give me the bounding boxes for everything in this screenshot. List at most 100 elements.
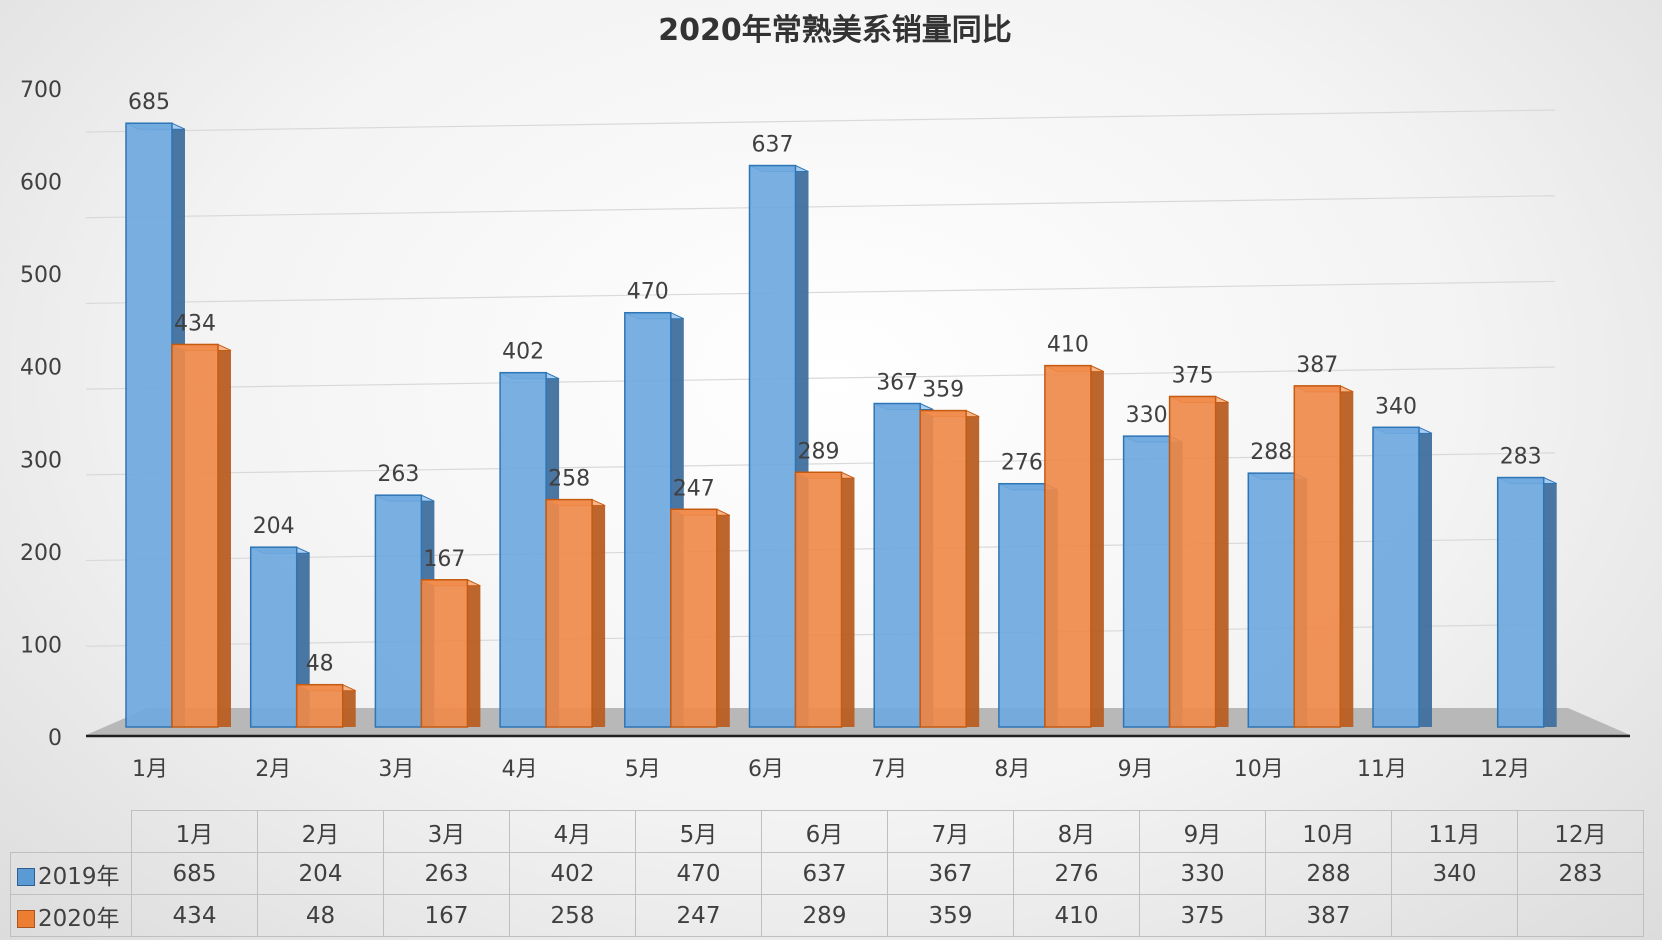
y-tick-label: 400 (20, 356, 62, 381)
bar-front (125, 122, 173, 728)
bar-2020年-4月 (545, 498, 606, 728)
x-tick-label: 2月 (255, 757, 291, 782)
data-table-cell: 48 (257, 894, 384, 937)
bar-front (1122, 435, 1171, 728)
bar-front (624, 311, 672, 728)
bar-side (1215, 396, 1229, 727)
bar-2020年-3月 (420, 579, 481, 728)
bar-front (1496, 476, 1545, 728)
x-tick-label: 12月 (1480, 757, 1530, 782)
series-name: 2019年 (38, 863, 120, 890)
bar-2020年-8月 (1044, 364, 1105, 728)
data-table-cell: 367 (887, 852, 1014, 895)
y-tick-label: 200 (20, 541, 62, 566)
data-label: 276 (1001, 451, 1043, 476)
data-label: 330 (1126, 403, 1168, 428)
bar-front (1293, 385, 1342, 728)
data-table-cell: 283 (1517, 852, 1644, 895)
bar-front (1044, 364, 1092, 728)
gridline (85, 109, 1556, 133)
series-legend-2020: 2020年 (10, 894, 132, 937)
data-table-cell: 359 (887, 894, 1014, 937)
bar-2019年-12月 (1496, 476, 1557, 728)
bar-front (1247, 472, 1296, 728)
data-label: 48 (306, 652, 334, 677)
y-axis: 0 100 200 300 400 500 600 700 (20, 78, 62, 751)
y-tick-label: 700 (20, 78, 62, 103)
data-label: 340 (1375, 394, 1417, 419)
data-table-cell: 276 (1013, 852, 1140, 895)
data-table-header-cell: 9月 (1139, 810, 1266, 853)
bar-2019年-11月 (1372, 426, 1433, 728)
data-label: 410 (1047, 333, 1089, 358)
data-table-cell: 410 (1013, 894, 1140, 937)
data-table-header: 1月 2月 3月 4月 5月 6月 7月 8月 9月 10月 11月 12月 (11, 810, 1644, 853)
bar-2020年-5月 (670, 508, 731, 728)
data-label: 167 (423, 547, 465, 572)
data-table-header-cell: 11月 (1391, 810, 1518, 853)
data-label: 434 (174, 311, 216, 336)
legend-swatch-2020 (17, 910, 35, 928)
bar-side (592, 499, 606, 727)
data-label: 283 (1500, 445, 1542, 470)
data-label: 387 (1296, 353, 1338, 378)
bar-front (748, 164, 797, 728)
data-table-cell: 387 (1265, 894, 1392, 937)
bar-front (295, 683, 344, 728)
data-table-header-cell: 8月 (1013, 810, 1140, 853)
bar-side (296, 547, 310, 727)
x-tick-label: 11月 (1357, 757, 1407, 782)
data-table-corner (11, 811, 132, 853)
data-table-cell: 263 (383, 852, 510, 895)
bar-front (1372, 426, 1420, 728)
data-table-cell: 402 (509, 852, 636, 895)
data-table-header-cell: 12月 (1517, 810, 1644, 853)
bar-front (919, 409, 967, 728)
data-table-cell: 167 (383, 894, 510, 937)
data-table-header-cell: 7月 (887, 810, 1014, 853)
x-tick-label: 5月 (625, 757, 661, 782)
data-label: 247 (673, 476, 715, 501)
y-tick-label: 100 (20, 633, 62, 658)
data-table-header-cell: 4月 (509, 810, 636, 853)
data-table-header-cell: 1月 (131, 810, 258, 853)
chart: 2020年常熟美系销量同比 0 100 200 300 400 500 600 700 685… (20, 13, 1630, 782)
x-tick-label: 6月 (748, 757, 784, 782)
data-table-cell: 470 (635, 852, 762, 895)
bar-side (1340, 385, 1354, 727)
data-table-cell: 288 (1265, 852, 1392, 895)
bar-front (873, 402, 921, 728)
legend-swatch-2019 (17, 868, 35, 886)
data-label: 258 (548, 467, 590, 492)
data-table-header-cell: 2月 (257, 810, 384, 853)
data-table-cell: 247 (635, 894, 762, 937)
x-tick-label: 4月 (502, 757, 538, 782)
data-table-row: 2019年 685 204 263 402 470 637 367 276 330 288 340 2… (10, 852, 1644, 895)
bar-front (374, 494, 423, 728)
bar-2020年-10月 (1293, 385, 1354, 728)
bar-front (420, 579, 469, 728)
data-table-header-cell: 10月 (1265, 810, 1392, 853)
bar-side (716, 509, 730, 727)
data-table-cell: 434 (131, 894, 258, 937)
bar-2020年-6月 (794, 471, 855, 728)
data-table-cell: 375 (1139, 894, 1266, 937)
bar-side (841, 472, 855, 727)
bar-front (545, 498, 593, 728)
bar-side (1419, 427, 1432, 727)
data-label: 359 (922, 378, 964, 403)
data-label: 685 (128, 90, 170, 115)
data-label: 289 (798, 439, 840, 464)
y-tick-label: 500 (20, 263, 62, 288)
data-label: 204 (253, 514, 295, 539)
bar-front (171, 343, 219, 728)
bar-2019年-2月 (249, 546, 310, 728)
y-tick-label: 600 (20, 171, 62, 196)
bar-front (249, 546, 298, 728)
x-axis: 1月 2月 3月 4月 5月 6月 7月 8月 9月 10月 11月 12月 (132, 757, 1530, 782)
bar-side (218, 344, 231, 727)
y-tick-label: 0 (48, 726, 62, 751)
bar-2020年-1月 (171, 343, 232, 728)
x-tick-label: 1月 (132, 757, 168, 782)
data-table-cell: 258 (509, 894, 636, 937)
